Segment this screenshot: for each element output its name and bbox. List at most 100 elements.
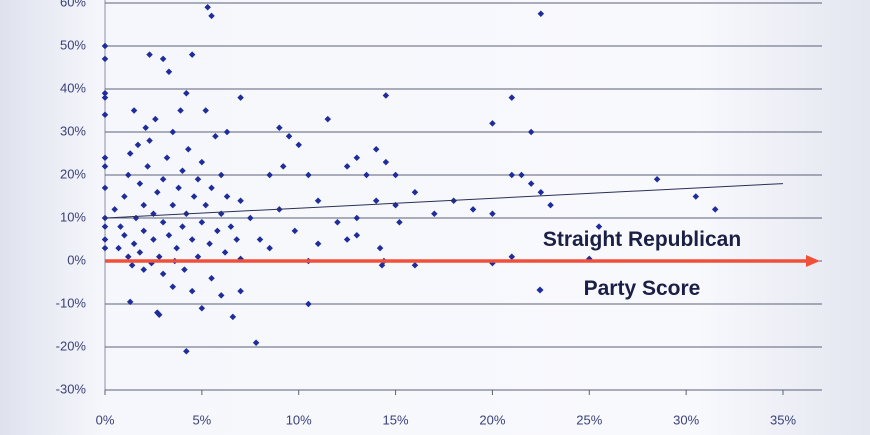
y-tick-label: 40% [60,80,86,95]
scatter-point [132,214,140,222]
scatter-point [396,219,403,226]
scatter-point [101,184,109,192]
scatter-point [508,253,516,260]
scatter-point [134,141,142,149]
scatter-point [188,236,196,243]
legend: Straight Republican Party Score [542,228,742,300]
scatter-point [101,55,109,63]
scatter-point [165,231,173,239]
scatter-point [101,163,109,170]
scatter-point [190,193,198,200]
scatter-point [183,90,190,97]
scatter-point [223,128,231,136]
scatter-point [285,133,293,140]
scatter-point [547,201,554,209]
scatter-point [305,300,312,308]
scatter-point [237,287,244,295]
scatter-point [256,236,264,243]
scatter-point [173,244,180,252]
scatter-point [155,311,163,319]
scatter-point [198,305,206,312]
scatter-point [101,90,109,97]
scatter-point [252,339,260,346]
scatter-point [266,244,273,252]
scatter-point [198,219,206,226]
scatter-point [378,262,386,269]
scatter-point [376,244,384,252]
scatter-point [188,287,196,295]
scatter-point [140,227,147,235]
scatter-point [101,244,109,252]
x-tick-label: 20% [479,412,505,427]
scatter-point [372,197,380,205]
x-tick-label: 10% [286,412,312,427]
scatter-point [159,55,167,63]
scatter-point [343,236,351,243]
scatter-point [126,298,134,306]
scatter-point [136,180,144,187]
y-tick-label: 10% [60,209,86,224]
scatter-point [142,124,149,131]
scatter-point [527,180,535,187]
y-tick-label: -30% [56,381,87,396]
trendline [104,183,784,219]
scatter-point [198,158,206,166]
scatter-point [179,223,186,230]
scatter-point [204,4,211,11]
scatter-point [247,214,254,222]
scatter-point [291,227,299,235]
scatter-point [518,171,525,179]
scatter-point [202,201,209,209]
scatter-point [653,176,661,183]
scatter-point [353,231,361,239]
scatter-point [233,236,240,243]
scatter-point [115,244,122,252]
scatter-point [183,348,190,355]
scatter-point [237,94,244,101]
scatter-point [206,240,213,248]
scatter-point [121,231,128,239]
scatter-point [227,223,235,230]
scatter-point [324,115,332,123]
scatter-point [126,150,134,157]
scatter-point [159,176,167,183]
scatter-point [101,223,109,230]
scatter-point [136,249,144,256]
scatter-point [214,227,221,235]
x-tick-label: 0% [96,412,115,427]
scatter-point [144,163,151,170]
scatter-point [305,171,312,179]
scatter-point [279,163,287,170]
scatter-point [175,184,182,192]
scatter-point [217,210,225,217]
x-tick-label: 35% [770,412,796,427]
scatter-point [101,111,109,119]
y-tick-label: 0% [67,252,86,267]
scatter-point [117,223,124,230]
scatter-point [217,171,225,179]
x-tick-label: 15% [383,412,409,427]
scatter-point [363,171,370,179]
scatter-point [527,128,535,136]
scatter-point [188,51,196,58]
scatter-point [177,107,184,114]
scatter-point [469,206,477,213]
scatter-point [295,141,302,149]
scatter-point [101,236,109,243]
y-tick-label: 30% [60,123,86,138]
y-tick-label: 50% [60,37,86,52]
scatter-point [101,42,109,50]
y-tick-label: -20% [56,338,87,353]
y-tick-label: 60% [60,0,86,9]
scatter-point [221,249,229,256]
scatter-point [212,133,219,140]
scatter-point [508,171,516,179]
scatter-point [124,171,132,179]
y-tick-label: -10% [56,295,87,310]
scatter-point [314,197,322,205]
scatter-point [128,262,136,269]
scatter-point [595,223,603,230]
scatter-point [194,176,202,183]
scatter-point [208,184,215,192]
